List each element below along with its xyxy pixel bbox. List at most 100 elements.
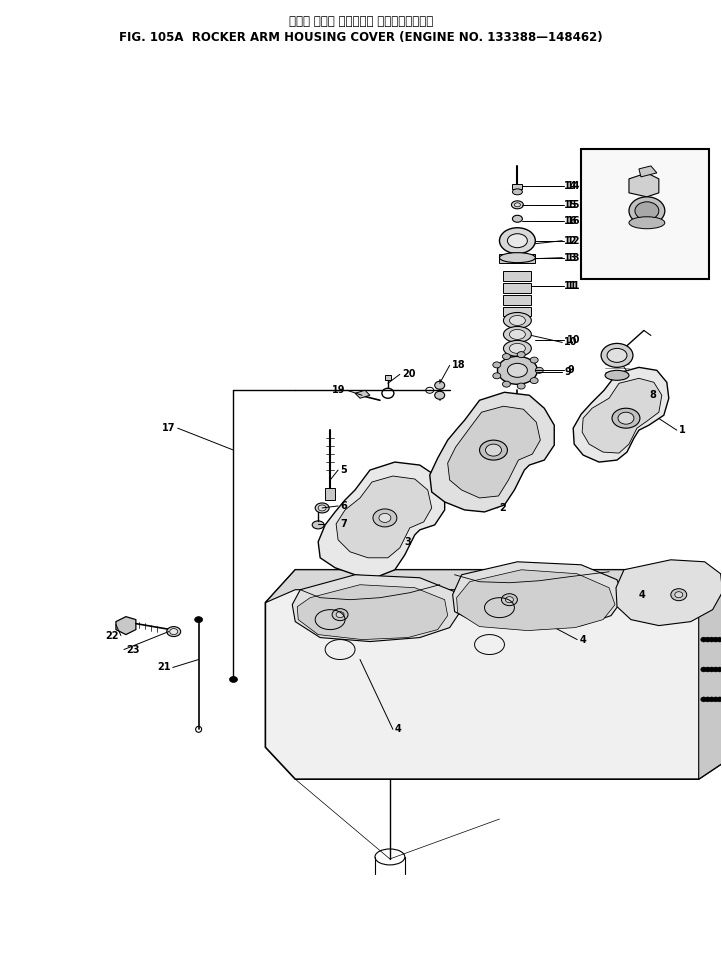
Polygon shape	[500, 253, 535, 263]
Ellipse shape	[629, 197, 665, 225]
Ellipse shape	[709, 637, 715, 642]
Polygon shape	[616, 560, 722, 625]
Ellipse shape	[717, 637, 722, 642]
Ellipse shape	[312, 521, 324, 529]
Ellipse shape	[503, 313, 531, 328]
Text: 12: 12	[564, 236, 578, 245]
Ellipse shape	[705, 697, 710, 702]
Ellipse shape	[318, 505, 326, 511]
Ellipse shape	[618, 412, 634, 425]
Text: 13: 13	[564, 252, 578, 263]
Polygon shape	[629, 173, 659, 197]
Ellipse shape	[530, 378, 538, 384]
Polygon shape	[355, 391, 370, 398]
Text: 23: 23	[126, 645, 139, 655]
Ellipse shape	[497, 356, 537, 385]
Text: (OP): (OP)	[617, 266, 638, 276]
Text: 12: 12	[567, 236, 580, 245]
Text: 15: 15	[564, 200, 578, 209]
Ellipse shape	[612, 408, 640, 429]
Text: 14: 14	[567, 181, 580, 191]
Polygon shape	[503, 271, 531, 281]
Ellipse shape	[709, 667, 715, 672]
Ellipse shape	[332, 609, 348, 620]
Ellipse shape	[170, 628, 178, 635]
Ellipse shape	[675, 591, 683, 598]
Ellipse shape	[493, 362, 501, 368]
Polygon shape	[116, 617, 136, 635]
Polygon shape	[336, 476, 432, 558]
Text: 20: 20	[402, 369, 415, 379]
Text: 8A: 8A	[587, 206, 601, 216]
Ellipse shape	[379, 513, 391, 522]
Ellipse shape	[503, 381, 510, 387]
Polygon shape	[266, 570, 722, 605]
Ellipse shape	[513, 215, 523, 222]
Ellipse shape	[607, 349, 627, 362]
Ellipse shape	[514, 203, 521, 206]
Text: 10: 10	[564, 337, 578, 348]
Ellipse shape	[700, 667, 707, 672]
Ellipse shape	[671, 588, 687, 601]
Text: 6: 6	[340, 501, 347, 511]
Ellipse shape	[500, 228, 535, 253]
Ellipse shape	[373, 509, 397, 527]
Text: 11: 11	[564, 281, 578, 290]
Ellipse shape	[717, 697, 722, 702]
Ellipse shape	[316, 503, 329, 513]
Ellipse shape	[629, 217, 665, 229]
Polygon shape	[318, 462, 445, 578]
Ellipse shape	[510, 329, 526, 339]
Ellipse shape	[510, 316, 526, 325]
Text: 17: 17	[162, 423, 175, 433]
Text: 2: 2	[500, 503, 506, 513]
Ellipse shape	[167, 626, 180, 637]
Text: 3: 3	[405, 537, 412, 546]
Text: 18: 18	[452, 360, 465, 370]
Ellipse shape	[717, 667, 722, 672]
Ellipse shape	[195, 617, 203, 622]
Ellipse shape	[503, 341, 531, 356]
Ellipse shape	[435, 381, 445, 390]
Ellipse shape	[230, 677, 238, 683]
Text: 9: 9	[567, 365, 574, 375]
Ellipse shape	[513, 189, 523, 195]
Text: 8B: 8B	[620, 161, 634, 170]
Text: 8: 8	[649, 391, 656, 400]
Ellipse shape	[713, 637, 718, 642]
Ellipse shape	[503, 326, 531, 343]
Ellipse shape	[709, 697, 715, 702]
Polygon shape	[325, 488, 335, 500]
Polygon shape	[385, 375, 391, 380]
Ellipse shape	[601, 344, 633, 367]
Ellipse shape	[336, 612, 344, 618]
Text: 16: 16	[567, 216, 580, 226]
Ellipse shape	[705, 637, 710, 642]
Text: 9: 9	[564, 367, 571, 377]
Ellipse shape	[705, 667, 710, 672]
Polygon shape	[513, 184, 523, 189]
Polygon shape	[297, 584, 448, 640]
Ellipse shape	[503, 354, 510, 359]
Text: 1: 1	[679, 426, 685, 435]
Polygon shape	[503, 282, 531, 292]
Ellipse shape	[535, 367, 543, 373]
Text: 4: 4	[395, 725, 401, 734]
Polygon shape	[503, 294, 531, 305]
Text: 19: 19	[331, 386, 345, 395]
Polygon shape	[573, 367, 669, 462]
Ellipse shape	[511, 201, 523, 208]
Ellipse shape	[505, 597, 513, 603]
Ellipse shape	[700, 637, 707, 642]
Ellipse shape	[479, 440, 508, 460]
Polygon shape	[582, 378, 662, 453]
Ellipse shape	[510, 344, 526, 354]
Text: 14: 14	[564, 181, 578, 191]
Polygon shape	[639, 166, 657, 177]
Text: 21: 21	[157, 662, 170, 672]
Polygon shape	[266, 570, 722, 779]
Text: 16: 16	[564, 216, 578, 226]
Polygon shape	[456, 570, 615, 630]
Ellipse shape	[700, 697, 707, 702]
Ellipse shape	[508, 363, 527, 377]
